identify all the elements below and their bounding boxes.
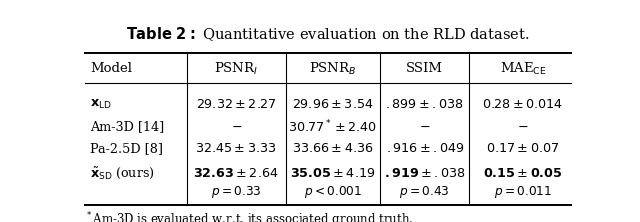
Text: $0.17 \pm 0.07$: $0.17 \pm 0.07$ [486, 142, 559, 155]
Text: $p = 0.011$: $p = 0.011$ [494, 184, 552, 200]
Text: Pa-2.5D [8]: Pa-2.5D [8] [90, 142, 163, 155]
Text: $\mathbf{x}_{\rm LD}$: $\mathbf{x}_{\rm LD}$ [90, 98, 111, 111]
Text: $p = 0.33$: $p = 0.33$ [211, 184, 262, 200]
Text: $32.45 \pm 3.33$: $32.45 \pm 3.33$ [195, 142, 277, 155]
Text: MAE$_{\rm CE}$: MAE$_{\rm CE}$ [500, 60, 546, 77]
Text: $p = 0.43$: $p = 0.43$ [399, 184, 450, 200]
Text: $29.96 \pm 3.54$: $29.96 \pm 3.54$ [292, 98, 374, 111]
Text: $-$: $-$ [517, 120, 529, 133]
Text: $-$: $-$ [230, 120, 242, 133]
Text: SSIM: SSIM [406, 62, 444, 75]
Text: PSNR$_B$: PSNR$_B$ [309, 60, 356, 77]
Text: $30.77^* \pm 2.40$: $30.77^* \pm 2.40$ [289, 118, 378, 135]
Text: $29.32 \pm 2.27$: $29.32 \pm 2.27$ [196, 98, 276, 111]
Text: Model: Model [90, 62, 132, 75]
Text: $\mathbf{0.15} \pm \mathbf{0.05}$: $\mathbf{0.15} \pm \mathbf{0.05}$ [483, 167, 563, 180]
Text: $\mathbf{32.63} \pm 2.64$: $\mathbf{32.63} \pm 2.64$ [193, 167, 279, 180]
Text: $.916 \pm .049$: $.916 \pm .049$ [385, 142, 464, 155]
Text: $\mathbf{Table\ 2:}$ Quantitative evaluation on the RLD dataset.: $\mathbf{Table\ 2:}$ Quantitative evalua… [126, 26, 530, 43]
Text: $p < 0.001$: $p < 0.001$ [304, 184, 362, 200]
Text: $\mathbf{35.05} \pm 4.19$: $\mathbf{35.05} \pm 4.19$ [291, 167, 376, 180]
Text: $.899 \pm .038$: $.899 \pm .038$ [385, 98, 464, 111]
Text: $0.28 \pm 0.014$: $0.28 \pm 0.014$ [483, 98, 563, 111]
Text: $-$: $-$ [419, 120, 430, 133]
Text: $\tilde{\mathbf{x}}_{\rm SD}$ (ours): $\tilde{\mathbf{x}}_{\rm SD}$ (ours) [90, 166, 155, 181]
Text: $\mathbf{.919} \pm .038$: $\mathbf{.919} \pm .038$ [384, 167, 465, 180]
Text: Am-3D [14]: Am-3D [14] [90, 120, 164, 133]
Text: PSNR$_I$: PSNR$_I$ [214, 60, 259, 77]
Text: $33.66 \pm 4.36$: $33.66 \pm 4.36$ [292, 142, 374, 155]
Text: $^*$Am-3D is evaluated w.r.t. its associated ground truth.: $^*$Am-3D is evaluated w.r.t. its associ… [85, 211, 413, 222]
